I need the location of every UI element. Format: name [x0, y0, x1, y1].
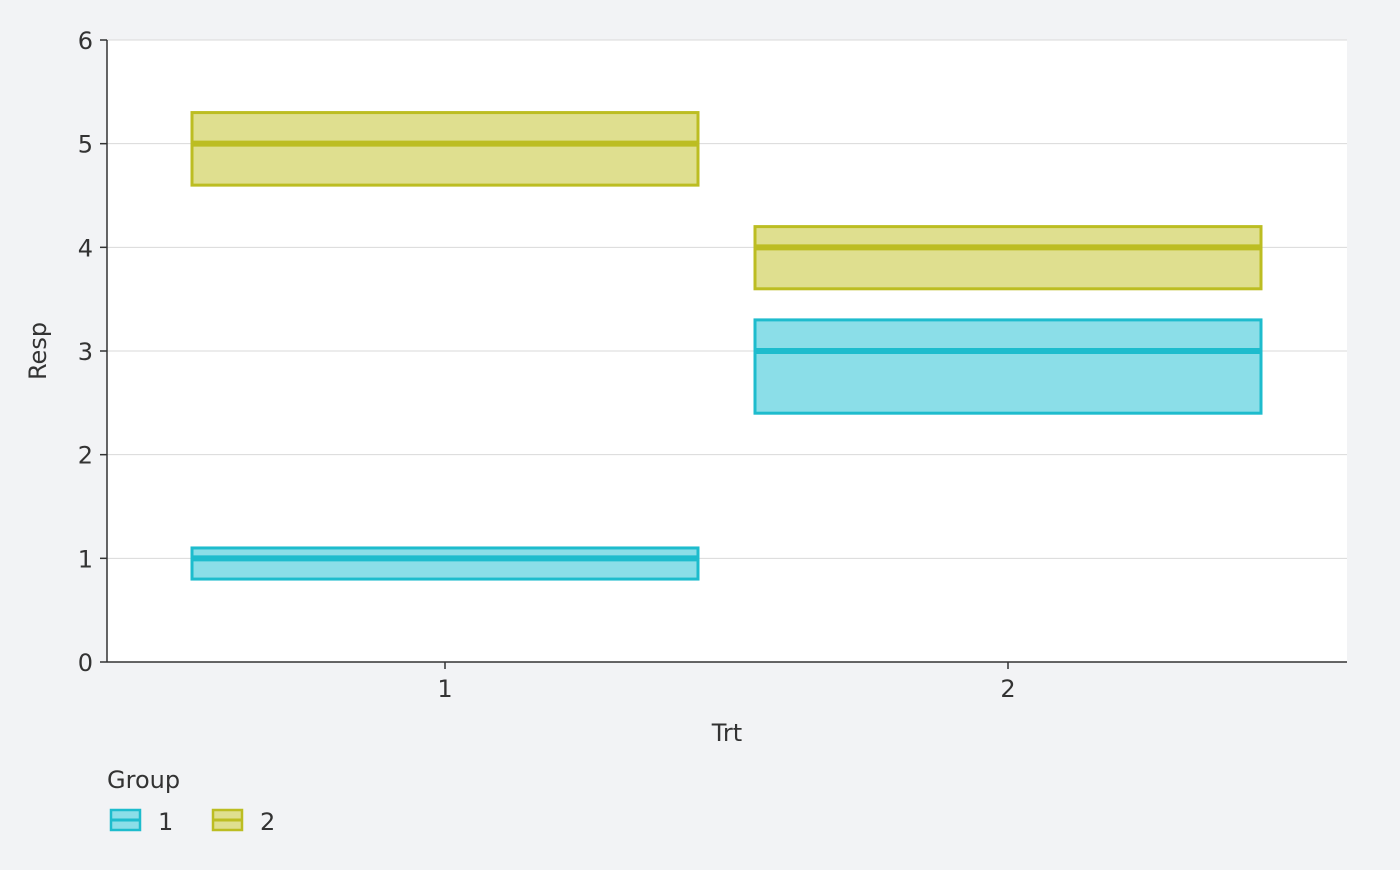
y-axis-label: Resp	[24, 322, 52, 380]
y-tick-label-0: 0	[78, 649, 93, 677]
crossbar-box-group-2-trt-2	[753, 225, 1263, 291]
crossbars	[190, 111, 1263, 581]
y-tick-label-3: 3	[78, 338, 93, 366]
crossbar-box-group-2-trt-1	[190, 111, 700, 187]
y-tick-label-5: 5	[78, 131, 93, 159]
y-tick-label-1: 1	[78, 545, 93, 573]
crossbar-box-group-1-trt-2	[753, 318, 1263, 415]
x-tick-label-1: 1	[437, 675, 452, 703]
legend-label-2: 2	[260, 808, 275, 836]
legend-label-1: 1	[158, 808, 173, 836]
y-tick-label-2: 2	[78, 442, 93, 470]
x-tick-label-2: 2	[1000, 675, 1015, 703]
y-ticks: 0 1 2 3 4 5 6	[78, 27, 107, 677]
y-tick-label-6: 6	[78, 27, 93, 55]
x-axis-label: Trt	[711, 719, 742, 747]
crossbar-box-group-1-trt-1	[190, 546, 700, 581]
legend-title: Group	[107, 766, 180, 794]
y-tick-label-4: 4	[78, 234, 93, 262]
